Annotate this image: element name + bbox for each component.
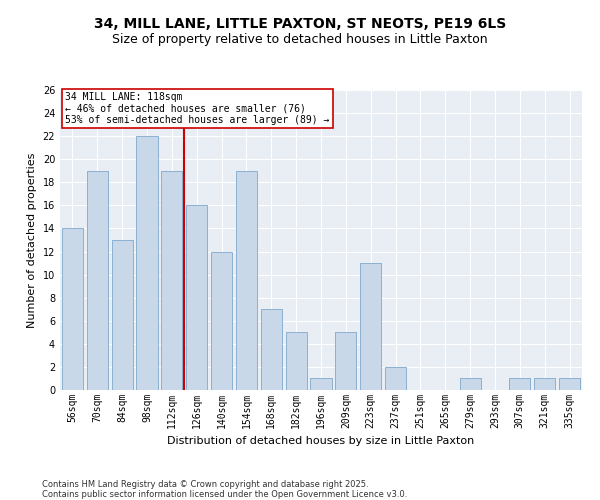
- Bar: [87, 171, 108, 390]
- Bar: [236, 171, 257, 390]
- Bar: [62, 228, 83, 390]
- Bar: [136, 136, 158, 390]
- Bar: [360, 263, 381, 390]
- Bar: [161, 171, 182, 390]
- Bar: [335, 332, 356, 390]
- Bar: [509, 378, 530, 390]
- Bar: [261, 309, 282, 390]
- Bar: [186, 206, 207, 390]
- Text: 34 MILL LANE: 118sqm
← 46% of detached houses are smaller (76)
53% of semi-detac: 34 MILL LANE: 118sqm ← 46% of detached h…: [65, 92, 329, 124]
- Y-axis label: Number of detached properties: Number of detached properties: [27, 152, 37, 328]
- Bar: [460, 378, 481, 390]
- Bar: [286, 332, 307, 390]
- Text: Contains HM Land Registry data © Crown copyright and database right 2025.
Contai: Contains HM Land Registry data © Crown c…: [42, 480, 407, 500]
- X-axis label: Distribution of detached houses by size in Little Paxton: Distribution of detached houses by size …: [167, 436, 475, 446]
- Text: Size of property relative to detached houses in Little Paxton: Size of property relative to detached ho…: [112, 32, 488, 46]
- Bar: [112, 240, 133, 390]
- Bar: [385, 367, 406, 390]
- Bar: [211, 252, 232, 390]
- Bar: [559, 378, 580, 390]
- Bar: [534, 378, 555, 390]
- Bar: [310, 378, 332, 390]
- Text: 34, MILL LANE, LITTLE PAXTON, ST NEOTS, PE19 6LS: 34, MILL LANE, LITTLE PAXTON, ST NEOTS, …: [94, 18, 506, 32]
